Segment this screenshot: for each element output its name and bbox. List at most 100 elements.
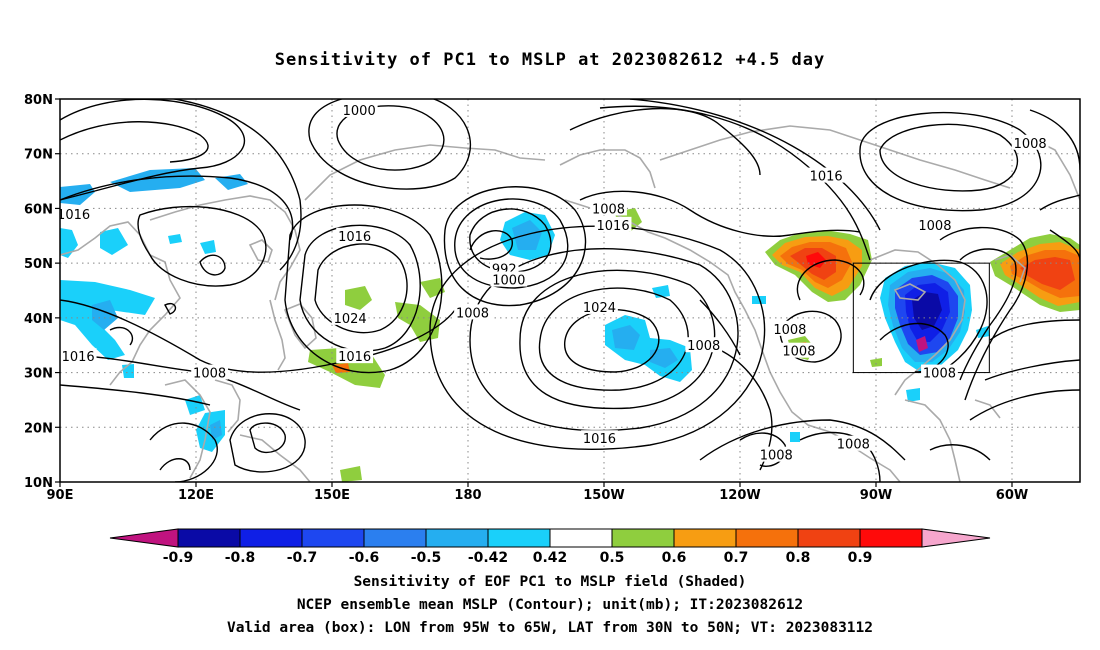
lon-label: 60W	[996, 488, 1028, 503]
contour-label-bg	[60, 348, 97, 364]
contour-line	[137, 205, 267, 287]
contour-label-bg	[336, 348, 374, 364]
shade-patch	[168, 234, 182, 244]
lon-label: 180	[454, 488, 481, 503]
colorbar: -0.9 -0.8 -0.7 -0.6 -0.5 -0.42 0.42 0.5 0.6 0.7 0.…	[109, 528, 991, 566]
lon-label: 90W	[860, 488, 892, 503]
contour-label-bg	[590, 200, 627, 216]
shade-patch	[650, 348, 678, 368]
contour-label-bg	[60, 205, 92, 221]
contour-label: 1024	[334, 312, 367, 327]
contour-label: 1016	[583, 432, 616, 447]
contour-line	[699, 299, 741, 356]
lon-label: 120W	[719, 488, 760, 503]
contour-label: 1008	[837, 438, 870, 453]
contour-line	[1039, 194, 1080, 211]
contour-label: 1008	[456, 306, 489, 321]
contour-line	[929, 444, 991, 461]
shade-patch	[806, 252, 826, 268]
colorbar-high-tip	[921, 528, 991, 548]
contour-label: 1008	[687, 339, 720, 354]
contour-label-bg	[771, 320, 809, 336]
coastline	[239, 434, 311, 482]
colorbar-segment	[859, 528, 923, 548]
shade-patch	[752, 296, 766, 304]
colorbar-tick-label: -0.7	[287, 550, 318, 566]
contour-label-bg	[685, 337, 723, 353]
contour-line	[149, 422, 218, 482]
contour-label: 1016	[338, 230, 371, 245]
contour-line	[159, 458, 191, 471]
contour-label: 1008	[782, 345, 815, 360]
contour-label-bg	[336, 227, 374, 243]
colorbar-segment	[735, 528, 799, 548]
contour-label: 1000	[492, 274, 525, 289]
coastline	[164, 379, 211, 479]
coastline	[304, 144, 546, 201]
contour-line	[60, 299, 456, 373]
coastline	[564, 199, 859, 446]
contour-label: 1024	[583, 301, 616, 316]
contour-label: 1008	[1014, 137, 1047, 152]
lon-label: 120E	[178, 488, 214, 503]
shade-patch	[976, 326, 990, 338]
contour-line	[579, 190, 861, 237]
lat-label: 80N	[24, 93, 53, 108]
contour-line	[796, 259, 865, 301]
shade-patch	[60, 280, 155, 360]
lon-label: 90E	[47, 488, 74, 503]
contour-label: 1008	[923, 367, 956, 382]
lat-label: 30N	[24, 367, 53, 382]
coastline	[904, 399, 961, 482]
caption-line-1: Sensitivity of EOF PC1 to MSLP field (Sh…	[353, 574, 747, 590]
contour-label-bg	[1011, 134, 1049, 150]
colorbar-segment	[797, 528, 861, 548]
contour-line	[699, 419, 906, 461]
coastline	[248, 239, 273, 263]
colorbar-tick-label: 0.42	[533, 550, 568, 566]
contour-label-bg	[454, 304, 491, 320]
contour-line	[469, 230, 513, 260]
contour-line	[60, 121, 209, 163]
contour-line	[109, 326, 134, 346]
colorbar-segment	[549, 528, 613, 548]
colorbar-tick-label: 0.9	[848, 550, 873, 566]
colorbar-segment	[425, 528, 489, 548]
colorbar-segment	[611, 528, 675, 548]
coastline	[283, 303, 317, 350]
contour-label: 1016	[338, 350, 371, 365]
contour-line	[739, 432, 787, 467]
contour-line	[429, 225, 766, 451]
coastline	[269, 299, 286, 371]
contour-label: 1016	[57, 208, 90, 223]
colorbar-segment	[301, 528, 365, 548]
colorbar-tick-label: 0.5	[600, 550, 625, 566]
contour-label: 1016	[62, 350, 95, 365]
contour-label-bg	[807, 167, 845, 183]
contour-line	[969, 389, 1080, 421]
contour-label: 1008	[760, 449, 793, 464]
colorbar-tick-label: -0.6	[349, 550, 380, 566]
lat-label: 20N	[24, 421, 53, 436]
contour-line	[859, 111, 1042, 212]
coastline	[893, 283, 927, 301]
lon-label: 150W	[583, 488, 624, 503]
contour-line	[199, 254, 226, 276]
shade-patch	[100, 228, 128, 255]
shade-patch	[870, 358, 882, 367]
contour-label-bg	[594, 216, 632, 232]
shade-patch	[92, 300, 118, 330]
colorbar-tick-label: -0.8	[225, 550, 256, 566]
colorbar-segment	[363, 528, 427, 548]
shade-patch	[790, 432, 800, 442]
contour-label-bg	[581, 430, 618, 446]
coastline	[60, 221, 181, 386]
shade-patch	[916, 336, 928, 352]
contour-line	[229, 413, 306, 473]
contour-label-bg	[916, 216, 954, 232]
shade-patch	[340, 466, 362, 482]
colorbar-tick-label: -0.5	[411, 550, 442, 566]
